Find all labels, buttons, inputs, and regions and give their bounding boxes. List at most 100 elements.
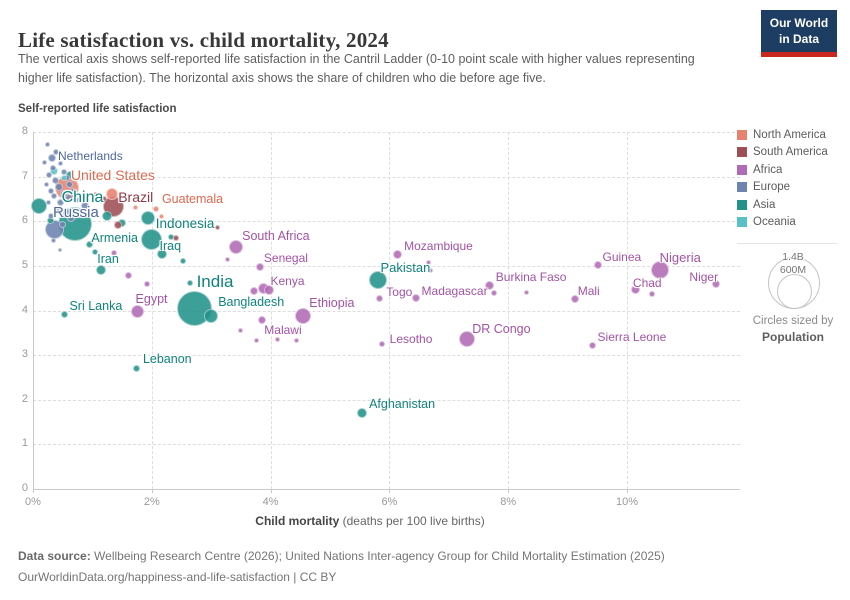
country-label-ethiopia[interactable]: Ethiopia xyxy=(309,295,355,310)
scatter-point[interactable] xyxy=(67,213,76,222)
scatter-point[interactable] xyxy=(30,197,47,214)
country-label-armenia[interactable]: Armenia xyxy=(91,230,138,245)
point-sierra-leone[interactable] xyxy=(589,341,597,349)
country-label-china[interactable]: China xyxy=(61,188,104,206)
country-label-mozambique[interactable]: Mozambique xyxy=(404,238,473,253)
point-senegal[interactable] xyxy=(255,263,264,272)
point-lesotho[interactable] xyxy=(378,340,385,347)
legend-item-europe[interactable]: Europe xyxy=(737,179,849,197)
point-nigeria[interactable] xyxy=(650,261,669,280)
country-label-iran[interactable]: Iran xyxy=(97,251,119,266)
point-madagascar[interactable] xyxy=(411,294,420,303)
country-label-indonesia[interactable]: Indonesia xyxy=(155,216,215,232)
point-guinea[interactable] xyxy=(594,260,603,269)
country-label-south-africa[interactable]: South Africa xyxy=(242,229,310,244)
country-label-united-states[interactable]: United States xyxy=(70,167,155,184)
scatter-point[interactable] xyxy=(57,199,65,207)
scatter-point[interactable] xyxy=(102,211,113,222)
country-label-iraq[interactable]: Iraq xyxy=(159,238,182,253)
scatter-point[interactable] xyxy=(53,205,61,213)
point-dr-congo[interactable] xyxy=(459,330,476,347)
scatter-point[interactable] xyxy=(253,338,259,344)
scatter-point[interactable] xyxy=(294,337,300,343)
scatter-point[interactable] xyxy=(72,197,79,204)
point-iraq[interactable] xyxy=(157,248,168,259)
scatter-point[interactable] xyxy=(110,249,117,256)
point-indonesia[interactable] xyxy=(141,228,163,250)
scatter-point[interactable] xyxy=(69,188,76,195)
legend-item-south-america[interactable]: South America xyxy=(737,144,849,162)
scatter-point[interactable] xyxy=(187,279,194,286)
point-afghanistan[interactable] xyxy=(357,407,368,418)
scatter-point[interactable] xyxy=(101,196,108,203)
country-label-sri-lanka[interactable]: Sri Lanka xyxy=(69,299,123,314)
scatter-point[interactable] xyxy=(113,220,122,229)
country-label-senegal[interactable]: Senegal xyxy=(263,251,308,266)
country-label-niger[interactable]: Niger xyxy=(689,269,719,284)
scatter-point[interactable] xyxy=(64,193,74,203)
scatter-point[interactable] xyxy=(45,142,51,148)
country-label-nigeria[interactable]: Nigeria xyxy=(659,250,701,266)
country-label-bangladesh[interactable]: Bangladesh xyxy=(218,294,285,309)
country-label-chad[interactable]: Chad xyxy=(632,275,662,290)
legend-item-asia[interactable]: Asia xyxy=(737,196,849,214)
scatter-point[interactable] xyxy=(214,224,220,230)
point-pakistan[interactable] xyxy=(368,270,387,289)
scatter-point[interactable] xyxy=(44,181,50,187)
country-label-lesotho[interactable]: Lesotho xyxy=(389,331,433,346)
scatter-point[interactable] xyxy=(52,149,59,156)
scatter-point[interactable] xyxy=(42,159,48,165)
country-label-kenya[interactable]: Kenya xyxy=(270,274,305,289)
scatter-point[interactable] xyxy=(179,257,186,264)
country-label-guatemala[interactable]: Guatemala xyxy=(161,191,224,206)
scatter-point[interactable] xyxy=(140,211,155,226)
scatter-point[interactable] xyxy=(92,248,99,255)
country-label-mali[interactable]: Mali xyxy=(577,284,600,298)
scatter-point[interactable] xyxy=(74,208,85,219)
point-sri-lanka[interactable] xyxy=(60,310,68,318)
scatter-point[interactable] xyxy=(78,175,85,182)
scatter-point[interactable] xyxy=(158,213,164,219)
scatter-point[interactable] xyxy=(46,171,53,178)
legend-item-north-america[interactable]: North America xyxy=(737,126,849,144)
scatter-point[interactable] xyxy=(426,259,432,265)
scatter-point[interactable] xyxy=(428,267,434,273)
point-niger[interactable] xyxy=(712,279,721,288)
scatter-point[interactable] xyxy=(225,257,231,263)
scatter-point[interactable] xyxy=(49,164,56,171)
license-line[interactable]: OurWorldinData.org/happiness-and-life-sa… xyxy=(18,570,337,584)
scatter-point[interactable] xyxy=(124,271,132,279)
country-label-malawi[interactable]: Malawi xyxy=(264,322,302,337)
country-label-burkina-faso[interactable]: Burkina Faso xyxy=(495,269,567,284)
country-label-lebanon[interactable]: Lebanon xyxy=(142,351,192,366)
owid-logo[interactable]: Our World in Data xyxy=(761,10,837,58)
scatter-point[interactable] xyxy=(81,201,90,210)
scatter-point[interactable] xyxy=(211,197,218,204)
country-label-guinea[interactable]: Guinea xyxy=(602,249,642,264)
point-ethiopia[interactable] xyxy=(295,307,312,324)
scatter-point[interactable] xyxy=(45,199,51,205)
legend-item-oceania[interactable]: Oceania xyxy=(737,214,849,232)
scatter-point[interactable] xyxy=(58,160,64,166)
country-label-dr-congo[interactable]: DR Congo xyxy=(472,321,531,336)
scatter-point[interactable] xyxy=(60,175,67,182)
point-iran[interactable] xyxy=(96,264,107,275)
country-label-russia[interactable]: Russia xyxy=(52,203,99,221)
scatter-point[interactable] xyxy=(172,234,179,241)
scatter-point[interactable] xyxy=(51,192,58,199)
point-armenia[interactable] xyxy=(85,241,93,249)
country-label-togo[interactable]: Togo xyxy=(386,284,413,299)
scatter-point[interactable] xyxy=(59,189,68,198)
scatter-point[interactable] xyxy=(275,336,281,342)
point-mozambique[interactable] xyxy=(392,250,402,260)
scatter-point[interactable] xyxy=(48,213,55,220)
point-burkina-faso[interactable] xyxy=(485,281,495,291)
scatter-point[interactable] xyxy=(59,221,67,229)
scatter-point[interactable] xyxy=(264,284,275,295)
scatter-point[interactable] xyxy=(62,207,71,216)
scatter-point[interactable] xyxy=(55,182,64,191)
point-togo[interactable] xyxy=(375,295,383,303)
scatter-point[interactable] xyxy=(523,290,529,296)
country-label-afghanistan[interactable]: Afghanistan xyxy=(369,396,436,411)
country-label-egypt[interactable]: Egypt xyxy=(135,291,168,306)
